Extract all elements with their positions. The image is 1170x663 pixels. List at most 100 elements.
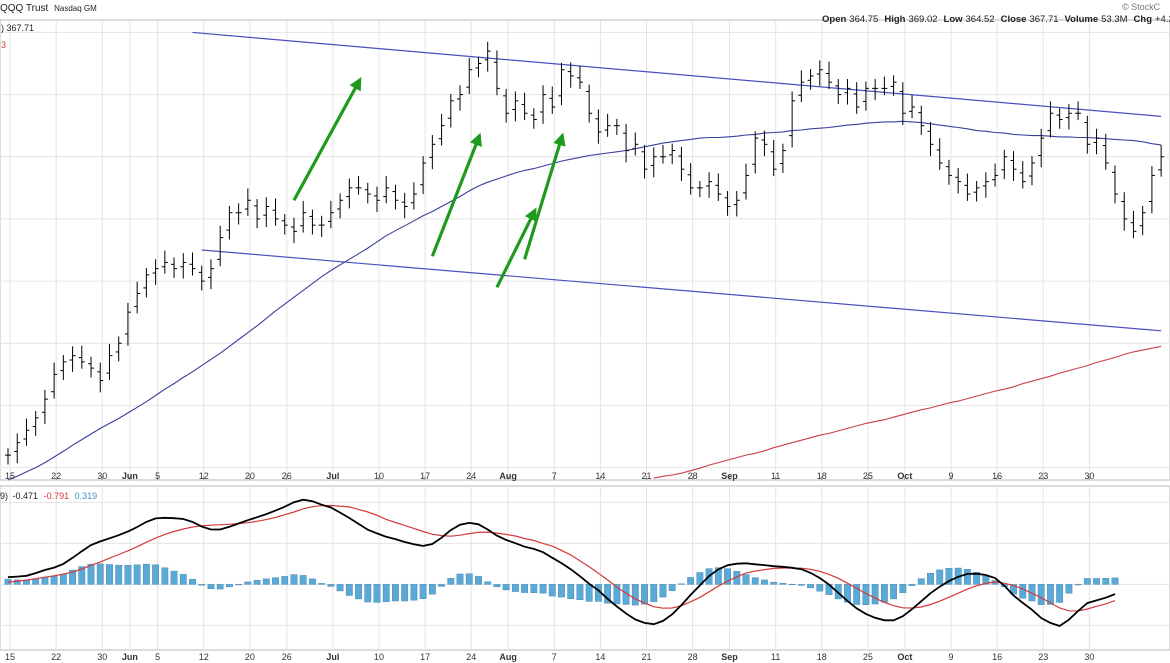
ohlc-bar: [752, 131, 759, 174]
ohlc-bar: [743, 163, 749, 200]
histogram-bar: [493, 584, 501, 588]
ohlc-bar: [327, 200, 334, 229]
uptrend-arrow: [523, 132, 566, 260]
histogram-bar: [530, 584, 538, 594]
ohlc-bar: [244, 188, 251, 216]
channel-upper-line: [192, 31, 1162, 117]
ohlc-bar: [1130, 210, 1137, 239]
histogram-bar: [917, 578, 925, 585]
histogram-bar: [788, 583, 796, 585]
histogram-bar: [714, 567, 722, 585]
ohlc-bar: [540, 85, 547, 124]
ohlc-bar: [124, 302, 131, 346]
x-axis-ticks: [9, 476, 1090, 480]
histogram-bar: [327, 584, 335, 587]
ohlc-bar: [779, 143, 786, 173]
histogram-bar: [133, 564, 141, 585]
histogram-bar: [235, 584, 243, 586]
ohlc-bar: [872, 79, 879, 101]
ohlc-bar: [696, 181, 703, 198]
histogram-bar: [78, 566, 86, 585]
histogram-bar: [253, 580, 261, 585]
ohlc-bar: [881, 76, 888, 96]
ohlc-bar: [1065, 103, 1072, 130]
x-tick-label: 7: [552, 652, 557, 662]
x-tick-label: 11: [771, 652, 780, 662]
ohlc-bar: [549, 86, 556, 114]
symbol-name: QQQ Trust: [0, 3, 49, 14]
histogram-bar: [678, 583, 685, 585]
signal-path: [7, 504, 1116, 612]
ohlc-bar: [1121, 192, 1128, 231]
ohlc-bar: [1112, 165, 1118, 204]
histogram-bar: [779, 582, 787, 585]
x-tick-label: 25: [863, 652, 873, 662]
ohlc-bar: [337, 193, 344, 219]
histogram-bar: [456, 573, 464, 585]
histogram-bar: [751, 577, 759, 585]
histogram-bar: [142, 563, 150, 585]
x-tick-label: 28: [688, 471, 698, 481]
ohlc-bar: [909, 95, 916, 119]
histogram-bar: [982, 575, 990, 585]
x-tick-label: 15: [5, 652, 15, 662]
ohlc-readout-value: 53.3M: [1101, 14, 1127, 25]
histogram-bar: [1093, 578, 1100, 585]
histogram-bar: [548, 584, 556, 597]
histogram-bar: [853, 584, 861, 605]
uptrend-arrow: [292, 77, 362, 202]
histogram-bar: [502, 584, 510, 591]
ohlc-bar: [171, 257, 178, 278]
ohlc-bar: [69, 346, 76, 372]
histogram-bar: [272, 577, 279, 585]
ohlc-bar: [355, 176, 362, 195]
macd-legend: 9) -0.471 -0.791 0.319: [0, 491, 97, 501]
ohlc-bar: [318, 215, 325, 237]
ohlc-bar: [466, 57, 473, 94]
ohlc-bar: [161, 250, 168, 274]
histogram-bar: [844, 584, 851, 603]
x-tick-label: Oct: [897, 471, 912, 481]
ohlc-bar: [364, 182, 371, 204]
histogram-bar: [973, 572, 981, 585]
histogram-bar: [438, 584, 445, 587]
x-tick-label: 11: [771, 471, 780, 481]
histogram-bar: [871, 584, 879, 605]
histogram-bar: [41, 577, 49, 585]
ohlc-bar: [530, 108, 537, 129]
x-tick-label: 18: [817, 652, 827, 662]
histogram-bar: [225, 584, 233, 588]
histogram-bar: [558, 584, 565, 598]
ohlc-bar: [724, 190, 731, 216]
histogram-bar: [59, 573, 67, 585]
histogram-bar: [152, 564, 159, 585]
x-tick-label: Aug: [499, 652, 517, 662]
histogram-bar: [161, 567, 169, 585]
ohlc-bar: [927, 121, 934, 157]
ohlc-bar: [5, 448, 11, 465]
macd-line: [7, 498, 1116, 627]
x-tick-label: 21: [642, 471, 652, 481]
x-tick-label: Jun: [122, 471, 138, 481]
histogram-bar: [1019, 584, 1027, 599]
ohlc-readout-value: +4.27 (+: [1155, 14, 1170, 25]
ohlc-bar: [475, 56, 482, 78]
x-tick-label: 20: [245, 652, 255, 662]
ohlc-bar: [346, 178, 353, 209]
ohlc-bar: [521, 92, 528, 121]
histogram-bar: [816, 584, 824, 592]
histogram-bar: [1083, 578, 1091, 585]
ohlc-bar: [235, 203, 242, 225]
ohlc-bar: [715, 173, 722, 201]
ma50-line: [7, 120, 1162, 481]
histogram-bar: [32, 578, 40, 585]
x-tick-label: 30: [97, 471, 107, 481]
ohlc-bar: [567, 62, 574, 88]
x-tick-label: 20: [245, 471, 255, 481]
ohlc-readout-value: 364.75: [849, 14, 878, 25]
ohlc-bar: [1139, 205, 1146, 236]
ohlc-bar: [706, 172, 713, 198]
x-tick-label: 30: [1084, 652, 1094, 662]
x-tick-label: Jul: [326, 652, 339, 662]
ohlc-bar: [1075, 101, 1082, 121]
